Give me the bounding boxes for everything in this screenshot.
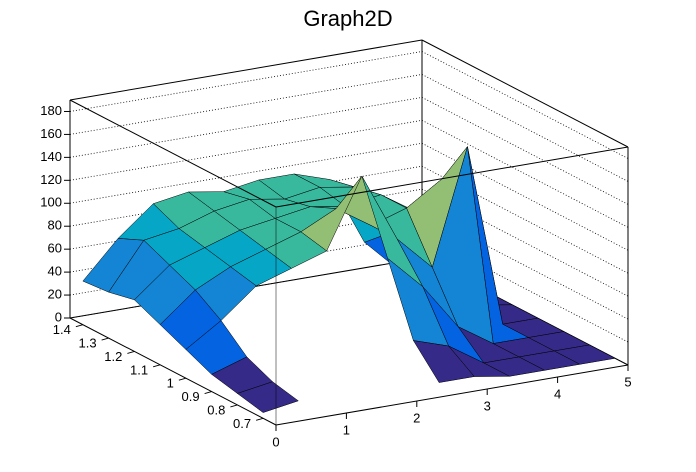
y-tick	[101, 337, 109, 341]
z-tick-label: 160	[40, 126, 62, 141]
z-tick-label: 40	[48, 264, 62, 279]
y-tick	[255, 417, 264, 421]
box-edge	[421, 39, 629, 148]
z-tick-label: 80	[48, 218, 62, 233]
y-tick	[204, 391, 212, 395]
y-tick-label: 1.2	[104, 349, 122, 364]
y-tick	[75, 324, 84, 328]
x-tick-label: 4	[554, 386, 561, 401]
z-tick-label: 0	[55, 309, 62, 324]
grid-line	[69, 234, 423, 296]
z-tick-label: 60	[48, 241, 62, 256]
grid-line	[69, 51, 423, 112]
x-tick-label: 3	[484, 398, 491, 413]
grid-line	[69, 119, 423, 181]
z-tick-label: 20	[48, 286, 62, 301]
surface-patch	[412, 340, 475, 383]
grid-line	[69, 257, 423, 319]
x-tick-label: 0	[272, 434, 279, 449]
box-edge	[69, 317, 277, 426]
box-edge	[275, 146, 629, 208]
y-tick	[152, 364, 161, 368]
z-tick-label: 140	[40, 149, 62, 164]
grid-line	[69, 142, 423, 204]
y-tick-label: 1.1	[130, 362, 148, 377]
y-tick-label: 1.3	[79, 336, 97, 351]
y-tick	[230, 404, 238, 408]
y-tick	[127, 350, 135, 354]
z-tick-label: 120	[40, 172, 62, 187]
grid-line	[69, 165, 423, 227]
grid-line	[69, 74, 423, 135]
y-tick-label: 1	[167, 376, 174, 391]
z-tick-label: 180	[40, 103, 62, 118]
chart-title: Graph2D	[303, 6, 392, 31]
x-tick-label: 5	[624, 374, 631, 389]
box-edge	[69, 99, 277, 208]
surface-patch	[236, 381, 299, 413]
z-tick-label: 100	[40, 195, 62, 210]
y-tick-label: 0.7	[233, 416, 251, 431]
x-tick-label: 1	[343, 422, 350, 437]
box-edge	[275, 364, 629, 426]
box-edge	[69, 39, 423, 101]
x-tick-label: 2	[413, 410, 420, 425]
y-tick	[178, 377, 187, 381]
y-tick-label: 0.8	[207, 402, 225, 417]
grid-line	[69, 96, 423, 158]
y-tick-label: 0.9	[182, 389, 200, 404]
y-tick-label: 1.4	[53, 322, 71, 337]
